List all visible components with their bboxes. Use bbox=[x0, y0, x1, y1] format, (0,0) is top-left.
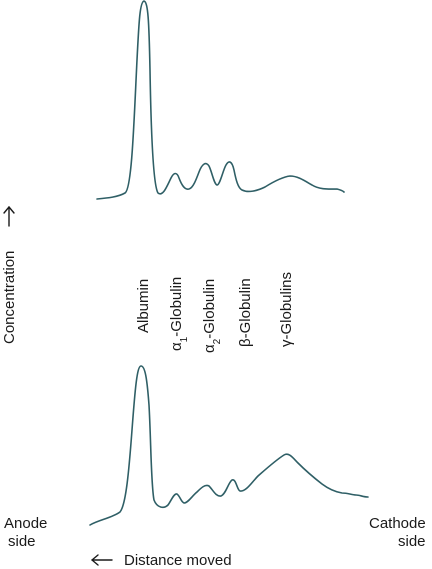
abnormal-electrophoresis-trace bbox=[89, 365, 369, 526]
alpha2-globulin-label: α2-Globulin bbox=[201, 279, 223, 353]
up-arrow-icon bbox=[3, 206, 15, 227]
normal-electrophoresis-trace bbox=[96, 0, 345, 200]
anode-label-line1: Anode bbox=[4, 515, 47, 532]
cathode-label-line2: side bbox=[398, 533, 426, 550]
anode-label-line2: side bbox=[8, 533, 36, 550]
left-arrow-icon bbox=[91, 554, 113, 566]
cathode-label-line1: Cathode bbox=[369, 515, 426, 532]
alpha1-globulin-label: α1-Globulin bbox=[168, 277, 190, 351]
gamma-globulins-label: γ-Globulins bbox=[278, 272, 295, 347]
beta-globulin-label: β-Globulin bbox=[237, 278, 254, 347]
concentration-label: Concentration bbox=[1, 251, 18, 344]
albumin-label: Albumin bbox=[135, 279, 152, 333]
distance-moved-label: Distance moved bbox=[124, 552, 232, 569]
